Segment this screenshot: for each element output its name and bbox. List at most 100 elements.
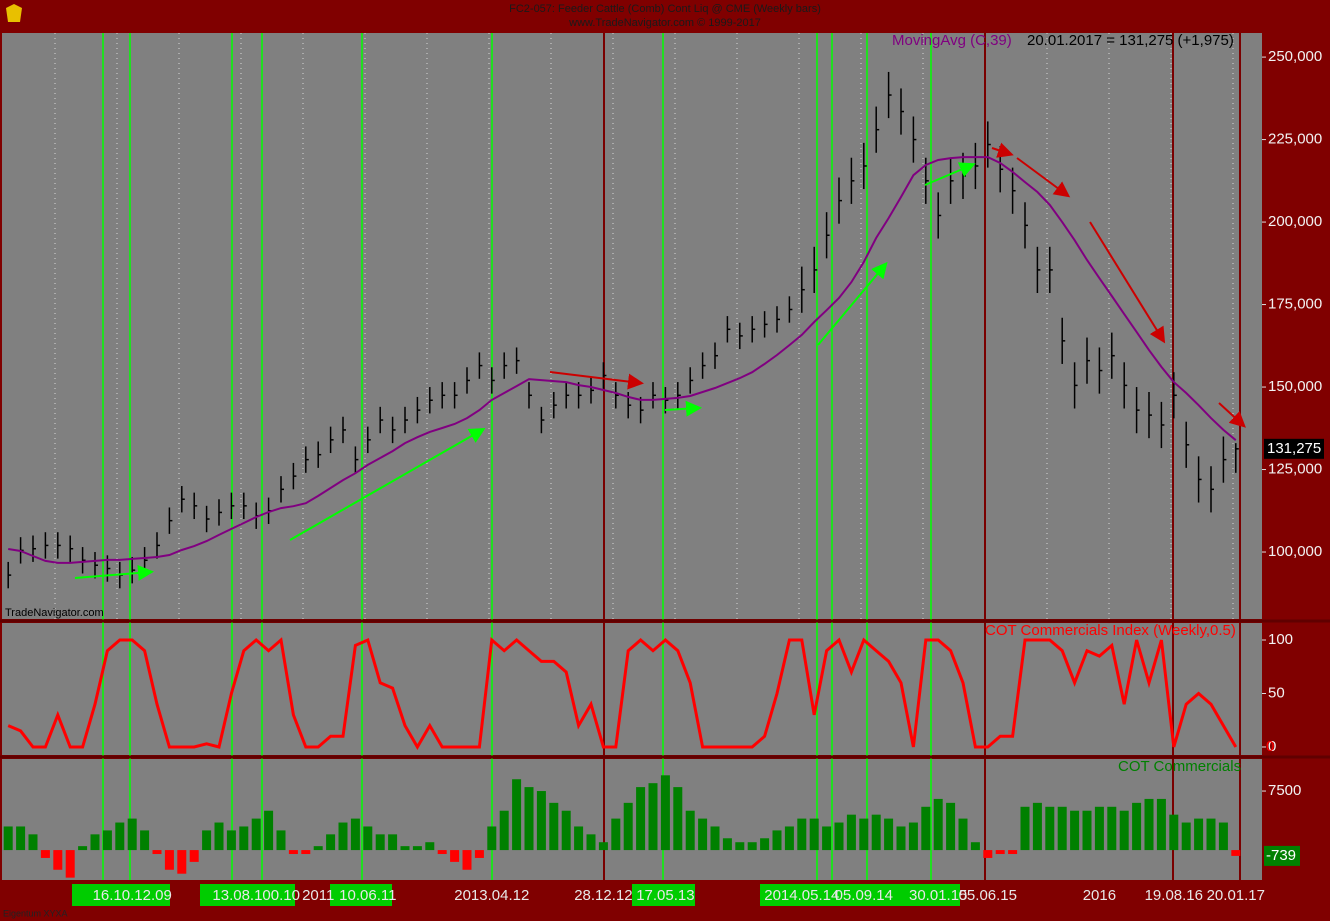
cot-bar xyxy=(226,830,236,851)
cot-bar xyxy=(115,822,125,851)
cot-bar xyxy=(598,842,608,851)
cot-bar xyxy=(350,818,360,851)
cot-bar xyxy=(772,830,782,851)
cot-bar xyxy=(189,850,199,862)
cot-bar xyxy=(338,822,348,851)
cot-bar xyxy=(1144,798,1154,851)
x-tick-label: 2013.04.12 xyxy=(454,887,529,904)
cot-bar xyxy=(983,850,993,858)
cot-bar xyxy=(574,826,584,851)
cot-bar xyxy=(450,850,460,862)
cot-bar xyxy=(1132,802,1142,851)
annotation: 20.01.2017 = 131,275 (+1,975) xyxy=(1027,32,1234,49)
cot-bar xyxy=(412,846,422,851)
cot-bar xyxy=(127,818,137,851)
cot-bar xyxy=(177,850,187,874)
cot-bar xyxy=(363,826,373,851)
last-value-label: 0 xyxy=(1266,738,1274,755)
cot-bar xyxy=(1057,806,1067,851)
cot-bar xyxy=(846,814,856,851)
y-tick-label: 175,000 xyxy=(1268,296,1322,313)
cot-bar xyxy=(239,826,249,851)
cot-bar xyxy=(1181,822,1191,851)
cot-bar xyxy=(1020,806,1030,851)
cot-bar xyxy=(760,838,770,851)
x-tick-label: 2016 xyxy=(1083,887,1116,904)
cot-bar xyxy=(388,834,398,851)
cot-bar xyxy=(822,826,832,851)
cot-bar xyxy=(1045,806,1055,851)
y-tick-label: 150,000 xyxy=(1268,378,1322,395)
last-value-box xyxy=(1264,438,1324,459)
cot-bar xyxy=(1218,822,1228,851)
x-tick-label: 19.08.16 xyxy=(1145,887,1203,904)
cot-bar xyxy=(140,830,150,851)
cot-bar xyxy=(1070,810,1080,851)
watermark: TradeNavigator.com xyxy=(5,607,104,619)
cot-bar xyxy=(958,818,968,851)
cot-bar xyxy=(28,834,38,851)
cot-bar xyxy=(512,779,522,851)
cot-bar xyxy=(53,850,63,870)
logo xyxy=(6,4,22,22)
last-value-label: 131,275 xyxy=(1267,440,1321,457)
cot-bar xyxy=(995,850,1005,855)
cot-bar xyxy=(549,802,559,851)
cot-bar xyxy=(747,842,757,851)
cot-bar xyxy=(660,775,670,851)
cot-bar xyxy=(40,850,50,858)
y-tick-label: 100 xyxy=(1268,631,1293,648)
cot-bar xyxy=(326,834,336,851)
x-tick-label: 05.06.15 xyxy=(959,887,1017,904)
cot-bar xyxy=(1094,806,1104,851)
arrows xyxy=(74,142,1246,581)
cot-bar xyxy=(561,810,571,851)
cot-bar xyxy=(896,826,906,851)
cot-bar xyxy=(710,826,720,851)
cot-bar xyxy=(437,850,447,855)
index-panel xyxy=(2,623,1262,755)
cot-bar xyxy=(946,802,956,851)
cot-bar xyxy=(1206,818,1216,851)
cot-bar xyxy=(908,822,918,851)
cot-bar xyxy=(524,787,534,851)
cot-bar xyxy=(152,850,162,855)
cot-bar xyxy=(313,846,323,851)
cot-bar xyxy=(648,783,658,851)
last-value-label: -739 xyxy=(1266,847,1296,864)
cot-bar xyxy=(673,787,683,851)
cot-bar xyxy=(164,850,174,870)
x-tick-label: 13.08.100.10 xyxy=(212,887,300,904)
cot-bar xyxy=(375,834,385,851)
y-tick-label: 250,000 xyxy=(1268,48,1322,65)
cot-bar xyxy=(487,826,497,851)
cot-bar xyxy=(921,806,931,851)
x-tick-label: 2011 xyxy=(302,887,334,904)
cot-bar xyxy=(636,787,646,851)
cot-bar xyxy=(1231,850,1241,856)
x-label-highlights xyxy=(72,884,960,906)
panel-title: COT Commercials xyxy=(1118,758,1241,775)
y-tick-label: 7500 xyxy=(1268,782,1301,799)
cot-bar xyxy=(264,810,274,851)
cot-bar xyxy=(214,822,224,851)
cot-bar xyxy=(970,842,980,851)
cot-bar xyxy=(1107,806,1117,851)
cot-bar xyxy=(1169,814,1179,851)
cot-bar xyxy=(933,798,943,851)
cot-bar xyxy=(834,822,844,851)
signal-lines xyxy=(102,33,1241,880)
x-tick-label: 2014.05.14 xyxy=(764,887,839,904)
cot-bar xyxy=(623,802,633,851)
x-tick-label: 17.05.13 xyxy=(636,887,694,904)
footer: Eigentum XYXA xyxy=(3,908,68,918)
cot-bar xyxy=(499,810,509,851)
cot-bar xyxy=(698,818,708,851)
cot-bar xyxy=(90,834,100,851)
cot-bar xyxy=(288,850,298,855)
legend-entry: MovingAvg (C,39) xyxy=(892,32,1012,49)
cot-bar xyxy=(3,826,13,851)
cot-bar xyxy=(474,850,484,858)
cot-bar xyxy=(1194,818,1204,851)
